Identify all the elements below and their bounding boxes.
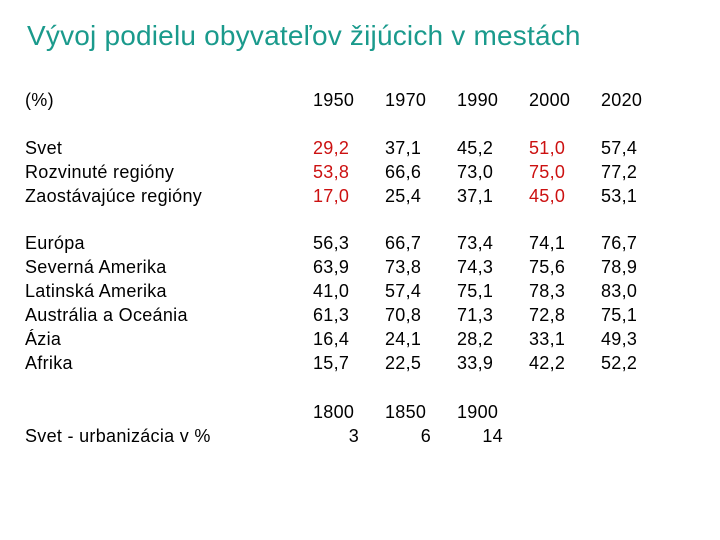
value-cell: 45,2 [457, 138, 494, 158]
region-label-north-america: Severná Amerika [25, 257, 167, 277]
year-header-2020: 2020 [601, 90, 643, 110]
value-cell: 49,3 [601, 329, 638, 349]
value-cell: 75,1 [457, 281, 494, 301]
value-cell: 24,1 [385, 329, 422, 349]
value-cell: 41,0 [313, 281, 350, 301]
value-cell: 53,1 [601, 186, 638, 206]
region-label-developing: Zaostávajúce regióny [25, 186, 203, 206]
value-cell: 51,0 [529, 138, 566, 158]
value-cell: 73,0 [457, 162, 494, 182]
year-header-2000: 2000 [529, 90, 571, 110]
value-cell: 22,5 [385, 353, 422, 373]
value-cell: 78,9 [601, 257, 638, 277]
historical-value: 3 [348, 426, 359, 446]
value-cell: 53,8 [313, 162, 350, 182]
value-cell: 28,2 [457, 329, 494, 349]
value-cell: 77,2 [601, 162, 638, 182]
value-cell: 76,7 [601, 233, 638, 253]
unit-label: (%) [25, 90, 54, 110]
value-cell: 73,4 [457, 233, 494, 253]
value-cell: 83,0 [601, 281, 638, 301]
value-cell: 75,1 [601, 305, 638, 325]
value-cell: 45,0 [529, 186, 566, 206]
value-cell: 75,6 [529, 257, 566, 277]
region-label-world: Svet [25, 138, 63, 158]
year-header-1990: 1990 [457, 90, 499, 110]
value-cell: 37,1 [457, 186, 494, 206]
historical-label: Svet - urbanizácia v % [25, 426, 211, 446]
value-cell: 63,9 [313, 257, 350, 277]
historical-year: 1900 [457, 402, 499, 422]
value-cell: 66,6 [385, 162, 422, 182]
value-cell: 25,4 [385, 186, 422, 206]
value-cell: 73,8 [385, 257, 422, 277]
value-cell: 17,0 [313, 186, 350, 206]
value-cell: 33,1 [529, 329, 566, 349]
value-cell: 78,3 [529, 281, 566, 301]
value-cell: 75,0 [529, 162, 566, 182]
value-cell: 15,7 [313, 353, 350, 373]
value-cell: 72,8 [529, 305, 566, 325]
value-cell: 42,2 [529, 353, 566, 373]
historical-value: 6 [420, 426, 431, 446]
value-cell: 74,1 [529, 233, 566, 253]
value-cell: 71,3 [457, 305, 494, 325]
value-cell: 29,2 [313, 138, 350, 158]
historical-value: 14 [482, 426, 503, 446]
historical-year: 1800 [313, 402, 355, 422]
year-header-1950: 1950 [313, 90, 355, 110]
value-cell: 66,7 [385, 233, 422, 253]
region-label-developed: Rozvinuté regióny [25, 162, 175, 182]
value-cell: 61,3 [313, 305, 350, 325]
historical-year: 1850 [385, 402, 427, 422]
region-label-africa: Afrika [25, 353, 73, 373]
value-cell: 74,3 [457, 257, 494, 277]
value-cell: 57,4 [601, 138, 638, 158]
value-cell: 56,3 [313, 233, 350, 253]
region-label-latin-america: Latinská Amerika [25, 281, 167, 301]
value-cell: 16,4 [313, 329, 350, 349]
value-cell: 57,4 [385, 281, 422, 301]
region-label-asia: Ázia [25, 329, 62, 349]
region-label-europe: Európa [25, 233, 85, 253]
value-cell: 70,8 [385, 305, 422, 325]
value-cell: 52,2 [601, 353, 638, 373]
page-title: Vývoj podielu obyvateľov žijúcich v mest… [27, 20, 581, 51]
value-cell: 33,9 [457, 353, 494, 373]
region-label-oceania: Austrália a Oceánia [25, 305, 188, 325]
year-header-1970: 1970 [385, 90, 427, 110]
value-cell: 37,1 [385, 138, 422, 158]
